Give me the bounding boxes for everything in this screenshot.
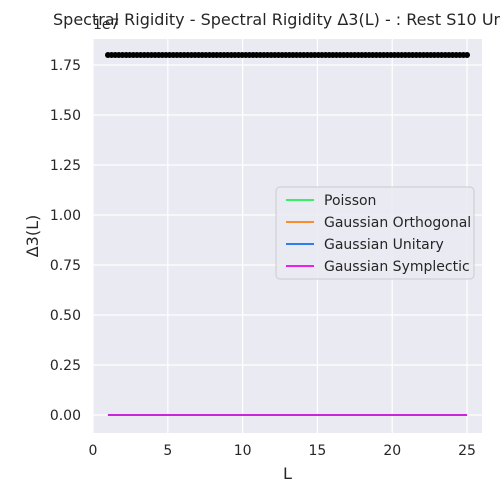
- y-axis-offset-label: 1e7: [93, 17, 119, 33]
- y-tick-label: 0.50: [50, 308, 81, 324]
- x-axis-label: L: [283, 464, 292, 483]
- y-tick-label: 1.00: [50, 208, 81, 224]
- scatter-points: [104, 52, 471, 58]
- x-tick-label: 15: [309, 443, 327, 459]
- legend-entry: Gaussian Unitary: [324, 237, 444, 253]
- y-axis-label: Δ3(L): [23, 215, 42, 258]
- x-tick-label: 0: [89, 443, 98, 459]
- x-tick-label: 10: [234, 443, 252, 459]
- legend-entry: Gaussian Symplectic: [324, 259, 470, 275]
- y-tick-label: 0.75: [50, 258, 81, 274]
- y-tick-label: 1.50: [50, 108, 81, 124]
- x-tick-label: 5: [163, 443, 172, 459]
- legend-entry: Poisson: [324, 193, 376, 209]
- chart-title: Spectral Rigidity - Spectral Rigidity Δ3…: [53, 10, 500, 29]
- y-tick-label: 1.25: [50, 158, 81, 174]
- y-tick-label: 1.75: [50, 58, 81, 74]
- x-tick-label: 25: [458, 443, 476, 459]
- legend: Poisson Gaussian Orthogonal Gaussian Unita…: [275, 186, 475, 280]
- x-axis-ticks: 0 5 10 15 20 25: [89, 443, 476, 459]
- y-axis-ticks: 0.00 0.25 0.50 0.75 1.00 1.25 1.50 1.75: [50, 58, 81, 424]
- x-tick-label: 20: [383, 443, 401, 459]
- scatter-point: [464, 52, 471, 58]
- y-tick-label: 0.25: [50, 358, 81, 374]
- y-tick-label: 0.00: [50, 408, 81, 424]
- legend-box: [275, 186, 475, 280]
- legend-entry: Gaussian Orthogonal: [324, 215, 471, 231]
